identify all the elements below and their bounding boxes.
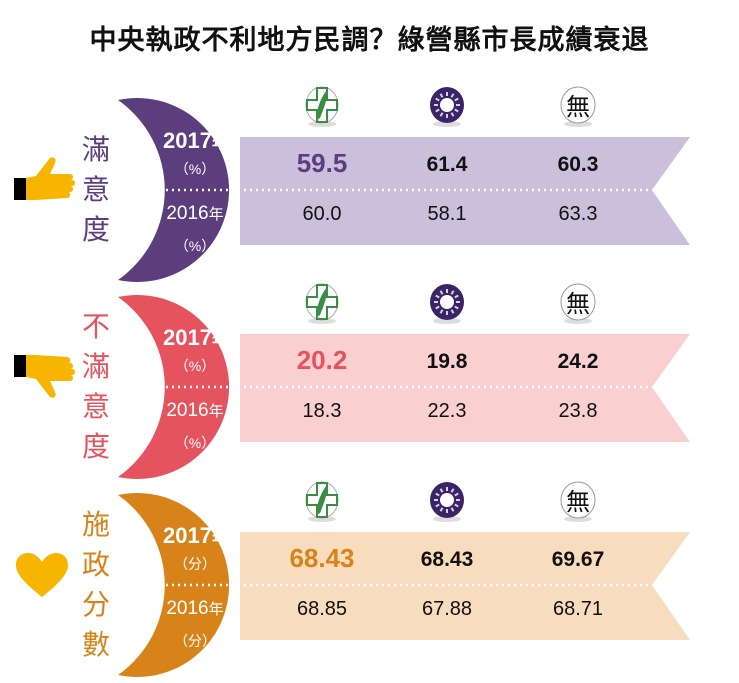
section-satisfaction: 滿意度 2017年 （%） 2016年 （%） 59.5 60.0 61.4 58.1 無 60.3… xyxy=(0,86,739,290)
section-background xyxy=(118,295,690,479)
value-2017: 68.43 xyxy=(289,543,355,573)
value-2017: 19.8 xyxy=(426,350,468,373)
kmt-icon xyxy=(425,84,469,128)
value-2017: 60.3 xyxy=(557,153,599,176)
independent-icon: 無 xyxy=(556,479,600,523)
independent-char: 無 xyxy=(566,290,590,318)
section-label: 不滿意度 xyxy=(78,287,114,487)
value-2016: 58.1 xyxy=(427,203,467,225)
section-score: 施政分數 2017年 （分） 2016年 （分） 68.43 68.85 68.43 67.88… xyxy=(0,481,739,683)
unit-2017: （分） xyxy=(174,556,216,572)
year-2016-label: 2016年 xyxy=(140,203,250,225)
band xyxy=(240,532,690,640)
unit-2017: （%） xyxy=(174,358,216,374)
page-title: 中央執政不利地方民調？綠營縣市長成績衰退 xyxy=(89,25,650,55)
year-2017: 2017 xyxy=(163,325,212,350)
year-suffix: 年 xyxy=(208,206,224,223)
value-2016: 18.3 xyxy=(302,400,342,422)
year-2016-label: 2016年 xyxy=(140,400,250,422)
year-suffix: 年 xyxy=(211,332,227,349)
value-2016: 67.88 xyxy=(421,598,473,620)
year-2017: 2017 xyxy=(163,128,212,153)
kmt-icon xyxy=(425,281,469,325)
section-label-text: 施政分數 xyxy=(81,509,110,660)
year-2017-label: 2017年 xyxy=(140,325,250,351)
independent-icon: 無 xyxy=(556,281,600,325)
thumbs-down-icon xyxy=(12,353,82,404)
year-2017-label: 2017年 xyxy=(140,523,250,549)
band xyxy=(240,334,690,442)
value-2017: 68.43 xyxy=(420,548,474,571)
value-2016: 63.3 xyxy=(558,203,598,225)
value-2017: 24.2 xyxy=(557,350,599,373)
heart-icon xyxy=(12,551,72,606)
year-2016: 2016 xyxy=(166,400,209,421)
year-2016: 2016 xyxy=(166,203,209,224)
unit-2017: （%） xyxy=(174,161,216,177)
value-2017: 69.67 xyxy=(551,548,605,571)
section-label: 施政分數 xyxy=(78,485,114,683)
value-2016: 68.71 xyxy=(552,598,604,620)
independent-char: 無 xyxy=(566,488,590,516)
unit-2016: （%） xyxy=(174,435,216,451)
kmt-icon xyxy=(425,479,469,523)
value-2016: 60.0 xyxy=(302,203,342,225)
section-background xyxy=(118,98,690,283)
value-2016: 22.3 xyxy=(427,400,467,422)
value-2016: 68.85 xyxy=(296,598,348,620)
year-suffix: 年 xyxy=(208,403,224,420)
section-background xyxy=(118,493,690,677)
independent-icon: 無 xyxy=(556,84,600,128)
section-label-text: 不滿意度 xyxy=(81,311,110,462)
year-suffix: 年 xyxy=(211,530,227,547)
year-suffix: 年 xyxy=(208,601,224,618)
dpp-icon xyxy=(300,281,344,325)
year-suffix: 年 xyxy=(211,135,227,152)
band xyxy=(240,137,690,245)
value-2017: 61.4 xyxy=(426,153,468,176)
unit-2016: （分） xyxy=(174,633,216,649)
year-2017: 2017 xyxy=(163,523,212,548)
section-label-text: 滿意度 xyxy=(81,134,110,245)
section-dissatisfaction: 不滿意度 2017年 （%） 2016年 （%） 20.2 18.3 19.8 22.3 無 24.… xyxy=(0,283,739,487)
section-label: 滿意度 xyxy=(78,90,114,290)
unit-2016: （%） xyxy=(174,238,216,254)
value-2017: 59.5 xyxy=(296,148,348,178)
independent-char: 無 xyxy=(566,93,590,121)
year-2016: 2016 xyxy=(166,598,209,619)
dpp-icon xyxy=(300,84,344,128)
year-2017-label: 2017年 xyxy=(140,128,250,154)
value-2016: 23.8 xyxy=(558,400,598,422)
thumbs-up-icon xyxy=(12,156,82,207)
value-2017: 20.2 xyxy=(296,345,348,375)
year-2016-label: 2016年 xyxy=(140,598,250,620)
dpp-icon xyxy=(300,479,344,523)
